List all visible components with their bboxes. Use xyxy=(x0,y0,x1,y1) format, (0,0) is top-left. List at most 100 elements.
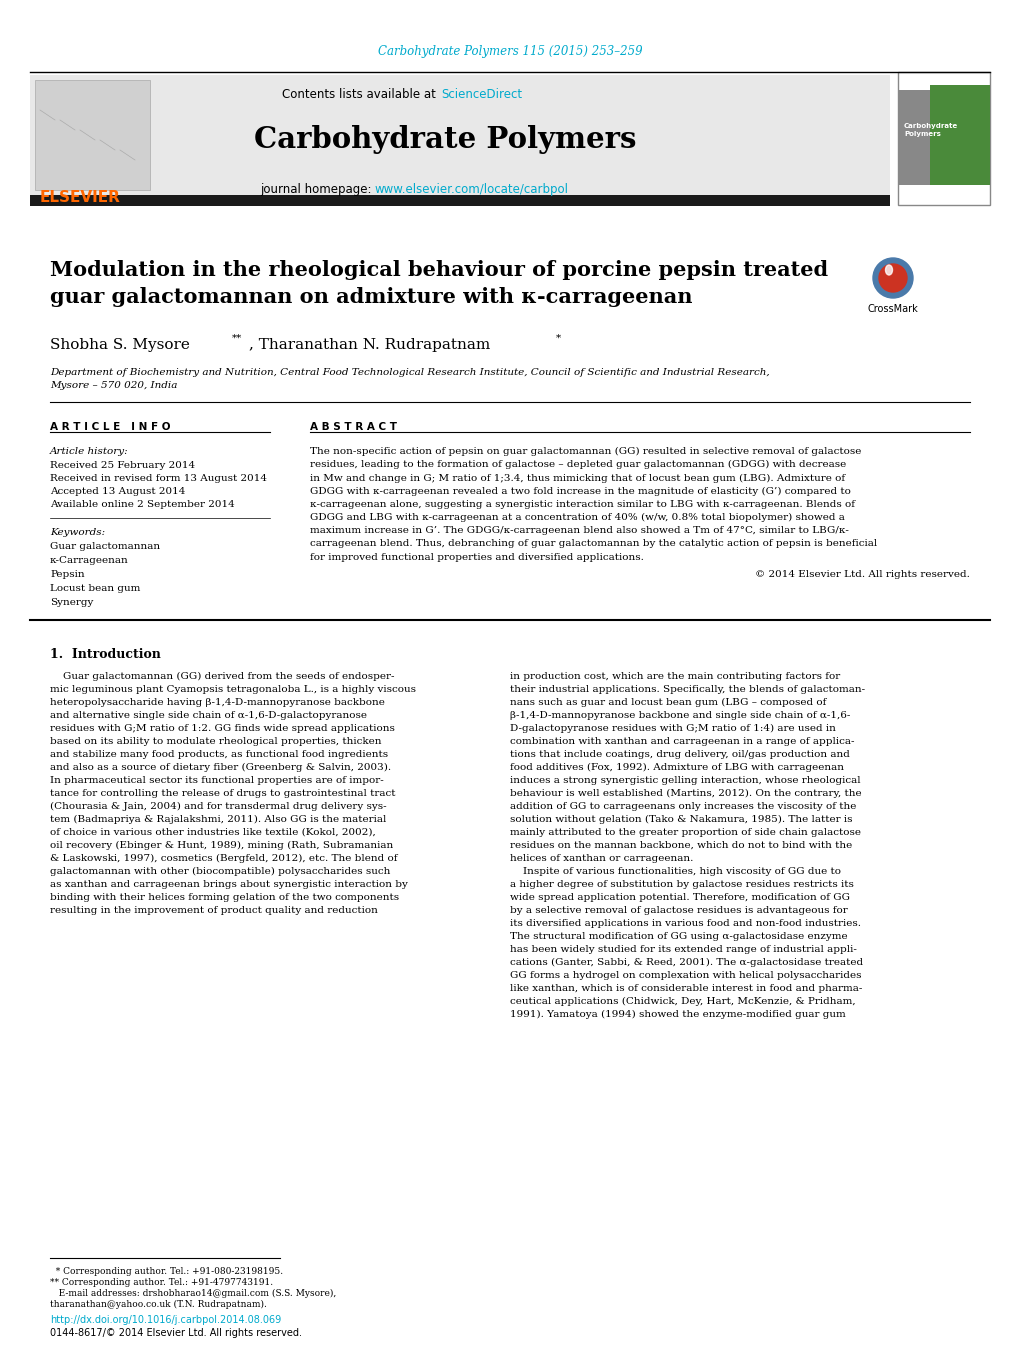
Text: induces a strong synergistic gelling interaction, whose rheological: induces a strong synergistic gelling int… xyxy=(510,775,860,785)
Text: Accepted 13 August 2014: Accepted 13 August 2014 xyxy=(50,486,185,496)
Text: ELSEVIER: ELSEVIER xyxy=(40,190,121,205)
Text: heteropolysaccharide having β-1,4-D-mannopyranose backbone: heteropolysaccharide having β-1,4-D-mann… xyxy=(50,698,384,707)
Text: and alternative single side chain of α-1,6-D-galactopyranose: and alternative single side chain of α-1… xyxy=(50,711,367,720)
Text: in Mw and change in G; M ratio of 1;3.4, thus mimicking that of locust bean gum : in Mw and change in G; M ratio of 1;3.4,… xyxy=(310,473,845,482)
Bar xyxy=(30,76,890,200)
Text: Department of Biochemistry and Nutrition, Central Food Technological Research In: Department of Biochemistry and Nutrition… xyxy=(50,367,769,389)
Text: its diversified applications in various food and non-food industries.: its diversified applications in various … xyxy=(510,919,860,928)
Text: © 2014 Elsevier Ltd. All rights reserved.: © 2014 Elsevier Ltd. All rights reserved… xyxy=(754,570,969,578)
Text: Inspite of various functionalities, high viscosity of GG due to: Inspite of various functionalities, high… xyxy=(510,867,841,875)
Text: , Tharanathan N. Rudrapatnam: , Tharanathan N. Rudrapatnam xyxy=(249,338,490,353)
Text: D-galactopyranose residues with G;M ratio of 1:4) are used in: D-galactopyranose residues with G;M rati… xyxy=(510,724,835,734)
Text: tem (Badmapriya & Rajalakshmi, 2011). Also GG is the material: tem (Badmapriya & Rajalakshmi, 2011). Al… xyxy=(50,815,386,824)
Text: for improved functional properties and diversified applications.: for improved functional properties and d… xyxy=(310,553,643,562)
Text: Received in revised form 13 August 2014: Received in revised form 13 August 2014 xyxy=(50,474,267,484)
Text: residues on the mannan backbone, which do not to bind with the: residues on the mannan backbone, which d… xyxy=(510,842,852,850)
Text: κ-carrageenan alone, suggesting a synergistic interaction similar to LBG with κ-: κ-carrageenan alone, suggesting a synerg… xyxy=(310,500,854,509)
Text: A R T I C L E   I N F O: A R T I C L E I N F O xyxy=(50,422,170,432)
Text: 1.  Introduction: 1. Introduction xyxy=(50,648,161,661)
Text: residues with G;M ratio of 1:2. GG finds wide spread applications: residues with G;M ratio of 1:2. GG finds… xyxy=(50,724,394,734)
Text: κ-Carrageenan: κ-Carrageenan xyxy=(50,557,128,565)
Text: In pharmaceutical sector its functional properties are of impor-: In pharmaceutical sector its functional … xyxy=(50,775,383,785)
Text: galactomannan with other (biocompatible) polysaccharides such: galactomannan with other (biocompatible)… xyxy=(50,867,390,877)
Text: The structural modification of GG using α-galactosidase enzyme: The structural modification of GG using … xyxy=(510,932,847,942)
Text: Keywords:: Keywords: xyxy=(50,528,105,536)
Text: their industrial applications. Specifically, the blends of galactoman-: their industrial applications. Specifica… xyxy=(510,685,864,694)
Text: wide spread application potential. Therefore, modification of GG: wide spread application potential. There… xyxy=(510,893,849,902)
Ellipse shape xyxy=(884,265,892,276)
Bar xyxy=(897,72,989,205)
Text: CrossMark: CrossMark xyxy=(867,304,917,313)
Text: tions that include coatings, drug delivery, oil/gas production and: tions that include coatings, drug delive… xyxy=(510,750,849,759)
Text: Contents lists available at: Contents lists available at xyxy=(282,89,439,101)
Circle shape xyxy=(872,258,912,299)
Text: maximum increase in G’. The GDGG/κ-carrageenan blend also showed a Tm of 47°C, s: maximum increase in G’. The GDGG/κ-carra… xyxy=(310,526,848,535)
Bar xyxy=(35,80,150,190)
Text: as xanthan and carrageenan brings about synergistic interaction by: as xanthan and carrageenan brings about … xyxy=(50,880,408,889)
Text: journal homepage:: journal homepage: xyxy=(260,184,375,196)
Text: and stabilize many food products, as functional food ingredients: and stabilize many food products, as fun… xyxy=(50,750,388,759)
Text: resulting in the improvement of product quality and reduction: resulting in the improvement of product … xyxy=(50,907,377,915)
Bar xyxy=(30,195,890,205)
Text: ScienceDirect: ScienceDirect xyxy=(440,89,522,101)
Text: www.elsevier.com/locate/carbpol: www.elsevier.com/locate/carbpol xyxy=(375,184,569,196)
Text: by a selective removal of galactose residues is advantageous for: by a selective removal of galactose resi… xyxy=(510,907,847,915)
Text: (Chourasia & Jain, 2004) and for transdermal drug delivery sys-: (Chourasia & Jain, 2004) and for transde… xyxy=(50,802,386,811)
Text: has been widely studied for its extended range of industrial appli-: has been widely studied for its extended… xyxy=(510,944,856,954)
Text: * Corresponding author. Tel.: +91-080-23198195.: * Corresponding author. Tel.: +91-080-23… xyxy=(50,1267,283,1275)
Text: β-1,4-D-mannopyranose backbone and single side chain of α-1,6-: β-1,4-D-mannopyranose backbone and singl… xyxy=(510,711,850,720)
Text: Guar galactomannan: Guar galactomannan xyxy=(50,542,160,551)
Text: in production cost, which are the main contributing factors for: in production cost, which are the main c… xyxy=(510,671,840,681)
Text: GG forms a hydrogel on complexation with helical polysaccharides: GG forms a hydrogel on complexation with… xyxy=(510,971,861,979)
Text: The non-specific action of pepsin on guar galactomannan (GG) resulted in selecti: The non-specific action of pepsin on gua… xyxy=(310,447,860,457)
Text: Received 25 February 2014: Received 25 February 2014 xyxy=(50,461,195,470)
Text: solution without gelation (Tako & Nakamura, 1985). The latter is: solution without gelation (Tako & Nakamu… xyxy=(510,815,852,824)
Text: carrageenan blend. Thus, debranching of guar galactomannan by the catalytic acti: carrageenan blend. Thus, debranching of … xyxy=(310,539,876,549)
Text: E-mail addresses: drshobharao14@gmail.com (S.S. Mysore),: E-mail addresses: drshobharao14@gmail.co… xyxy=(50,1289,336,1298)
Text: helices of xanthan or carrageenan.: helices of xanthan or carrageenan. xyxy=(510,854,693,863)
Text: combination with xanthan and carrageenan in a range of applica-: combination with xanthan and carrageenan… xyxy=(510,738,854,746)
Circle shape xyxy=(878,263,906,292)
Text: Modulation in the rheological behaviour of porcine pepsin treated
guar galactoma: Modulation in the rheological behaviour … xyxy=(50,259,827,307)
Text: Carbohydrate Polymers 115 (2015) 253–259: Carbohydrate Polymers 115 (2015) 253–259 xyxy=(377,46,642,58)
Text: and also as a source of dietary fiber (Greenberg & Salvin, 2003).: and also as a source of dietary fiber (G… xyxy=(50,763,390,773)
Text: mainly attributed to the greater proportion of side chain galactose: mainly attributed to the greater proport… xyxy=(510,828,860,838)
Text: a higher degree of substitution by galactose residues restricts its: a higher degree of substitution by galac… xyxy=(510,880,853,889)
Text: 1991). Yamatoya (1994) showed the enzyme-modified guar gum: 1991). Yamatoya (1994) showed the enzyme… xyxy=(510,1011,845,1019)
Text: Article history:: Article history: xyxy=(50,447,128,457)
Text: Pepsin: Pepsin xyxy=(50,570,85,580)
Text: tance for controlling the release of drugs to gastrointestinal tract: tance for controlling the release of dru… xyxy=(50,789,395,798)
Text: ceutical applications (Chidwick, Dey, Hart, McKenzie, & Pridham,: ceutical applications (Chidwick, Dey, Ha… xyxy=(510,997,855,1006)
Text: Locust bean gum: Locust bean gum xyxy=(50,584,141,593)
Text: **: ** xyxy=(231,334,243,343)
Text: Guar galactomannan (GG) derived from the seeds of endosper-: Guar galactomannan (GG) derived from the… xyxy=(50,671,394,681)
Text: ** Corresponding author. Tel.: +91-4797743191.: ** Corresponding author. Tel.: +91-47977… xyxy=(50,1278,273,1288)
Text: residues, leading to the formation of galactose – depleted guar galactomannan (G: residues, leading to the formation of ga… xyxy=(310,461,846,469)
Text: of choice in various other industries like textile (Kokol, 2002),: of choice in various other industries li… xyxy=(50,828,375,838)
Text: mic leguminous plant Cyamopsis tetragonaloba L., is a highly viscous: mic leguminous plant Cyamopsis tetragona… xyxy=(50,685,416,694)
Text: oil recovery (Ebinger & Hunt, 1989), mining (Rath, Subramanian: oil recovery (Ebinger & Hunt, 1989), min… xyxy=(50,842,393,850)
Text: 0144-8617/© 2014 Elsevier Ltd. All rights reserved.: 0144-8617/© 2014 Elsevier Ltd. All right… xyxy=(50,1328,302,1337)
Bar xyxy=(897,91,989,185)
Text: Shobha S. Mysore: Shobha S. Mysore xyxy=(50,338,190,353)
Text: GDGG with κ-carrageenan revealed a two fold increase in the magnitude of elastic: GDGG with κ-carrageenan revealed a two f… xyxy=(310,486,850,496)
Text: based on its ability to modulate rheological properties, thicken: based on its ability to modulate rheolog… xyxy=(50,738,381,746)
Text: food additives (Fox, 1992). Admixture of LBG with carrageenan: food additives (Fox, 1992). Admixture of… xyxy=(510,763,843,773)
Text: Available online 2 September 2014: Available online 2 September 2014 xyxy=(50,500,234,509)
Text: Carbohydrate Polymers: Carbohydrate Polymers xyxy=(254,126,636,154)
Text: & Laskowski, 1997), cosmetics (Bergfeld, 2012), etc. The blend of: & Laskowski, 1997), cosmetics (Bergfeld,… xyxy=(50,854,397,863)
Text: nans such as guar and locust bean gum (LBG – composed of: nans such as guar and locust bean gum (L… xyxy=(510,698,825,707)
Text: *: * xyxy=(555,334,560,343)
Text: A B S T R A C T: A B S T R A C T xyxy=(310,422,396,432)
Text: binding with their helices forming gelation of the two components: binding with their helices forming gelat… xyxy=(50,893,398,902)
Text: GDGG and LBG with κ-carrageenan at a concentration of 40% (w/w, 0.8% total biopo: GDGG and LBG with κ-carrageenan at a con… xyxy=(310,513,844,521)
Text: cations (Ganter, Sabbi, & Reed, 2001). The α-galactosidase treated: cations (Ganter, Sabbi, & Reed, 2001). T… xyxy=(510,958,862,967)
Text: http://dx.doi.org/10.1016/j.carbpol.2014.08.069: http://dx.doi.org/10.1016/j.carbpol.2014… xyxy=(50,1315,281,1325)
Polygon shape xyxy=(929,85,989,185)
Text: like xanthan, which is of considerable interest in food and pharma-: like xanthan, which is of considerable i… xyxy=(510,984,861,993)
Text: behaviour is well established (Martins, 2012). On the contrary, the: behaviour is well established (Martins, … xyxy=(510,789,861,798)
Text: Synergy: Synergy xyxy=(50,598,94,607)
Text: tharanathan@yahoo.co.uk (T.N. Rudrapatnam).: tharanathan@yahoo.co.uk (T.N. Rudrapatna… xyxy=(50,1300,267,1309)
Text: addition of GG to carrageenans only increases the viscosity of the: addition of GG to carrageenans only incr… xyxy=(510,802,856,811)
Text: Carbohydrate
Polymers: Carbohydrate Polymers xyxy=(903,123,957,136)
